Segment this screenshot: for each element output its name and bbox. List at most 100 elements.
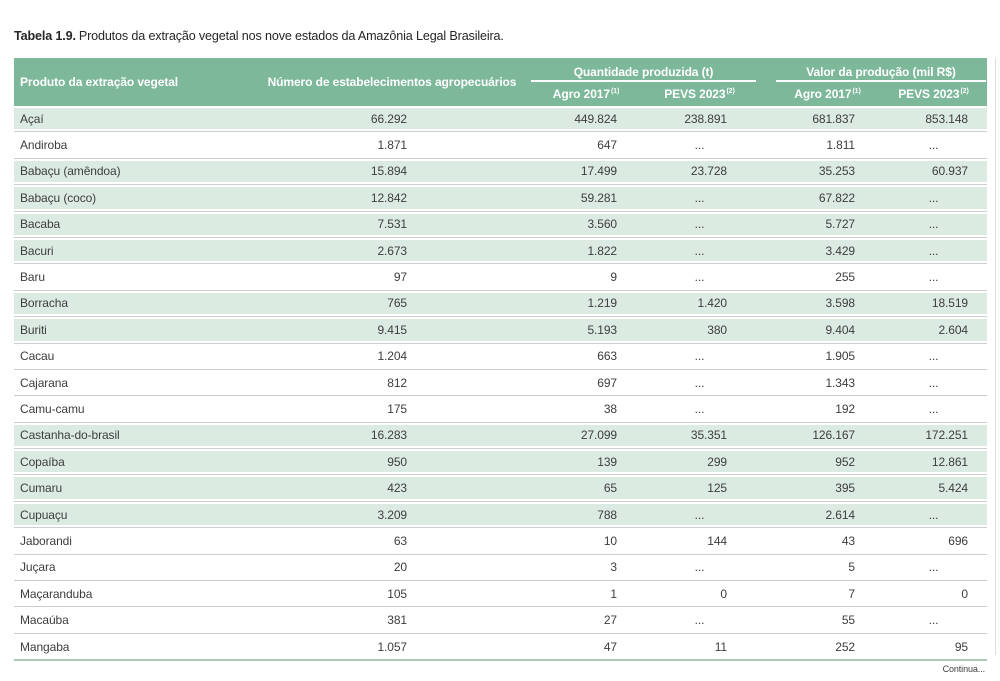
cell-val-agro-2017: 35.253 <box>818 164 855 179</box>
cell-qty-pevs-2023: 0 <box>720 586 727 601</box>
extraction-products-table: Produto da extração vegetal Número de es… <box>14 58 987 662</box>
row-separator <box>14 421 987 423</box>
cell-val-pevs-2023: 172.251 <box>925 428 968 443</box>
table-body: Açaí 66.292 449.824 238.891 681.837 853.… <box>14 108 987 658</box>
cell-val-agro-2017: 1.905 <box>825 349 855 364</box>
table-row: Mangaba 1.057 47 11 252 95 <box>14 635 987 658</box>
cell-qty-agro-2017: 1.219 <box>587 296 617 311</box>
cell-qty-agro-2017: 27.099 <box>580 428 617 443</box>
cell-qty-pevs-2023: ... <box>694 375 705 390</box>
column-group-quantity-label: Quantidade produzida (t) <box>573 64 714 79</box>
table-row: Bacaba 7.531 3.560 ... 5.727 ... <box>14 213 987 235</box>
row-separator <box>14 289 987 291</box>
row-separator <box>14 500 987 502</box>
row-separator <box>14 131 987 133</box>
cell-qty-agro-2017: 663 <box>597 349 617 364</box>
right-edge-line <box>995 58 996 655</box>
table-row: Borracha 765 1.219 1.420 3.598 18.519 <box>14 292 987 315</box>
cell-establishments: 12.842 <box>370 190 407 205</box>
table-row: Buriti 9.415 5.193 380 9.404 2.604 <box>14 319 987 341</box>
cell-val-pevs-2023: ... <box>928 190 939 205</box>
cell-qty-agro-2017: 1 <box>610 586 617 601</box>
cell-qty-pevs-2023: 144 <box>707 533 727 548</box>
cell-val-pevs-2023: ... <box>928 507 939 522</box>
footnote-ref-1: (1) <box>852 88 861 95</box>
table-row: Babaçu (amêndoa) 15.894 17.499 23.728 35… <box>14 160 987 183</box>
cell-product: Cupuaçu <box>20 507 68 522</box>
cell-val-pevs-2023: 95 <box>954 639 968 654</box>
cell-val-agro-2017: 395 <box>835 481 855 496</box>
footnote-ref-2: (2) <box>726 88 735 95</box>
continuation-note: Continua... <box>942 664 986 674</box>
row-separator <box>14 474 987 476</box>
column-header-qty-agro-2017: Agro 2017 (1) <box>530 85 642 106</box>
table-row: Juçara 20 3 ... 5 ... <box>14 556 987 579</box>
cell-val-agro-2017: 1.811 <box>826 138 855 153</box>
cell-product: Andiroba <box>20 138 68 153</box>
cell-val-agro-2017: 5.727 <box>825 217 855 232</box>
table-row: Babaçu (coco) 12.842 59.281 ... 67.822 .… <box>14 187 987 209</box>
agro-2017-label: Agro 2017 <box>794 87 852 101</box>
cell-qty-pevs-2023: 23.728 <box>690 164 727 179</box>
cell-qty-pevs-2023: 11 <box>714 639 727 654</box>
cell-product: Açaí <box>20 111 44 126</box>
cell-val-agro-2017: 7 <box>848 586 855 601</box>
cell-val-agro-2017: 681.837 <box>812 111 855 126</box>
cell-establishments: 3.209 <box>377 507 407 522</box>
cell-establishments: 9.415 <box>377 322 407 337</box>
agro-2017-label: Agro 2017 <box>552 87 610 101</box>
table-bottom-border <box>14 659 987 662</box>
cell-val-agro-2017: 255 <box>835 270 855 285</box>
cell-establishments: 1.204 <box>377 349 407 364</box>
cell-qty-agro-2017: 5.193 <box>587 322 617 337</box>
cell-product: Bacaba <box>20 217 61 232</box>
cell-val-pevs-2023: 5.424 <box>938 481 968 496</box>
cell-product: Copaíba <box>20 454 65 469</box>
table-row: Baru 97 9 ... 255 ... <box>14 266 987 288</box>
cell-product: Cacau <box>20 349 55 364</box>
cell-product: Maçaranduba <box>20 586 93 601</box>
row-separator <box>14 580 987 582</box>
cell-establishments: 16.283 <box>370 428 407 443</box>
cell-val-agro-2017: 43 <box>841 533 855 548</box>
cell-qty-pevs-2023: ... <box>694 560 705 575</box>
cell-val-pevs-2023: 12.861 <box>931 454 968 469</box>
cell-val-agro-2017: 2.614 <box>825 507 855 522</box>
cell-establishments: 175 <box>387 401 407 416</box>
cell-val-pevs-2023: 18.519 <box>931 296 968 311</box>
table-row: Açaí 66.292 449.824 238.891 681.837 853.… <box>14 108 987 130</box>
table-row: Jaborandi 63 10 144 43 696 <box>14 530 987 552</box>
cell-val-pevs-2023: ... <box>928 613 939 628</box>
table-row: Cupuaçu 3.209 788 ... 2.614 ... <box>14 503 987 526</box>
cell-qty-pevs-2023: 380 <box>707 322 727 337</box>
row-separator <box>14 527 987 529</box>
column-header-val-agro-2017: Agro 2017 (1) <box>775 85 880 106</box>
table-header: Produto da extração vegetal Número de es… <box>14 58 987 106</box>
cell-establishments: 381 <box>387 613 407 628</box>
cell-val-pevs-2023: ... <box>928 270 939 285</box>
cell-product: Juçara <box>20 560 56 575</box>
table-row: Castanha-do-brasil 16.283 27.099 35.351 … <box>14 424 987 447</box>
cell-val-agro-2017: 1.343 <box>825 375 855 390</box>
cell-qty-pevs-2023: 299 <box>707 454 727 469</box>
cell-qty-pevs-2023: 35.351 <box>690 428 727 443</box>
footnote-ref-2: (2) <box>960 88 969 95</box>
cell-val-pevs-2023: ... <box>928 243 939 258</box>
cell-qty-pevs-2023: ... <box>694 243 705 258</box>
cell-qty-pevs-2023: ... <box>694 613 705 628</box>
cell-establishments: 812 <box>387 375 407 390</box>
cell-product: Babaçu (coco) <box>20 190 97 205</box>
cell-val-pevs-2023: ... <box>928 560 939 575</box>
row-separator <box>14 632 987 634</box>
cell-qty-pevs-2023: 1.420 <box>697 296 727 311</box>
cell-val-pevs-2023: ... <box>928 217 939 232</box>
cell-val-agro-2017: 9.404 <box>825 322 855 337</box>
cell-qty-pevs-2023: 238.891 <box>684 111 727 126</box>
cell-establishments: 7.531 <box>377 217 407 232</box>
cell-establishments: 66.292 <box>370 111 407 126</box>
column-group-value-label: Valor da produção (mil R$) <box>806 64 956 79</box>
cell-val-agro-2017: 192 <box>835 401 855 416</box>
cell-product: Bacuri <box>20 243 54 258</box>
cell-val-pevs-2023: 60.937 <box>931 164 968 179</box>
cell-qty-agro-2017: 139 <box>597 454 617 469</box>
